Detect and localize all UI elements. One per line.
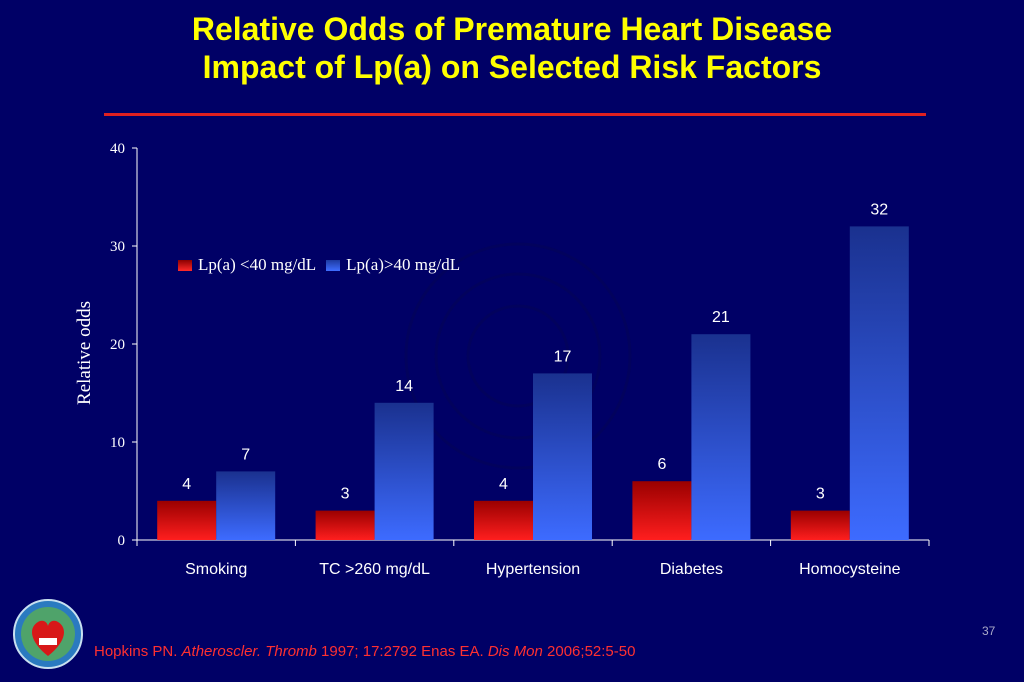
y-tick-label: 0 (118, 533, 126, 549)
bar-low (632, 481, 692, 540)
y-tick-label: 10 (110, 435, 125, 451)
chart-legend: Lp(a) <40 mg/dL Lp(a)>40 mg/dL (178, 255, 460, 275)
bar-high (216, 471, 276, 540)
legend-label-high: Lp(a)>40 mg/dL (346, 255, 461, 274)
data-label: 3 (816, 486, 825, 503)
data-label: 3 (341, 486, 350, 503)
bar-low (474, 500, 533, 540)
citation-part-5: 2006;52:5-50 (542, 643, 636, 660)
bar-high (691, 334, 751, 540)
data-label: 7 (241, 446, 250, 463)
legend-item-low: Lp(a) <40 mg/dL (178, 255, 316, 275)
citation-journal-2: Dis Mon (487, 643, 543, 660)
x-tick-label: Smoking (185, 561, 247, 578)
x-tick-label: Diabetes (660, 561, 723, 578)
legend-item-high: Lp(a)>40 mg/dL (326, 255, 460, 275)
bar-high (849, 226, 909, 540)
legend-swatch-high (326, 259, 341, 271)
bar-high (533, 373, 592, 540)
bar-low (315, 510, 375, 540)
bar-high (374, 402, 434, 540)
bar-low (790, 510, 850, 540)
title-line-1: Relative Odds of Premature Heart Disease (191, 11, 833, 47)
y-axis-label: Relative odds (74, 301, 95, 405)
title-divider (104, 113, 926, 116)
data-label: 6 (657, 456, 666, 473)
citation: Hopkins PN. Atheroscler. Thromb 1997; 17… (94, 643, 635, 660)
slide-title: Relative Odds of Premature Heart Disease… (0, 10, 1024, 86)
data-label: 4 (182, 476, 191, 493)
cadi-logo-icon (12, 598, 84, 670)
y-tick-label: 40 (110, 141, 125, 157)
watermark-rings (404, 242, 632, 470)
legend-label-low: Lp(a) <40 mg/dL (198, 255, 317, 274)
x-tick-label: Hypertension (486, 561, 580, 578)
data-label: 17 (554, 348, 572, 365)
data-label: 21 (712, 309, 730, 326)
page-number: 37 (982, 624, 996, 638)
legend-swatch-low (178, 259, 192, 271)
x-tick-label: Homocysteine (799, 561, 900, 578)
y-tick-label: 20 (110, 337, 125, 353)
y-tick-label: 30 (110, 239, 125, 255)
citation-part-3: 1997; 17:2792 Enas EA. (316, 643, 488, 660)
data-label: 4 (499, 476, 508, 493)
data-label: 32 (870, 201, 888, 218)
x-tick-label: TC >260 mg/dL (319, 561, 430, 578)
citation-journal-1: Atheroscler. Thromb (181, 643, 317, 660)
data-label: 14 (395, 378, 413, 395)
title-line-2: Impact of Lp(a) on Selected Risk Factors (202, 49, 822, 85)
citation-part-1: Hopkins PN. (94, 643, 182, 660)
bar-low (157, 500, 217, 540)
